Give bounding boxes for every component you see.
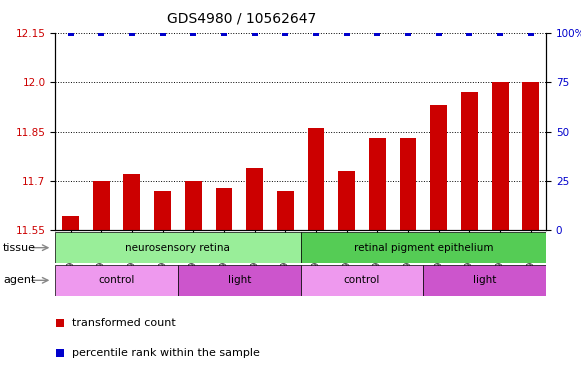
Text: light: light	[473, 275, 496, 285]
Bar	[154, 191, 171, 230]
Text: control: control	[344, 275, 380, 285]
Bar	[62, 215, 79, 230]
Bar	[93, 181, 110, 230]
Bar	[301, 265, 424, 296]
Text: retinal pigment epithelium: retinal pigment epithelium	[354, 243, 493, 253]
Text: tissue: tissue	[3, 243, 36, 253]
Text: neurosensory retina: neurosensory retina	[125, 243, 231, 253]
Text: GDS4980 / 10562647: GDS4980 / 10562647	[167, 12, 317, 25]
Bar	[55, 265, 178, 296]
Bar	[216, 187, 232, 230]
Bar	[185, 181, 202, 230]
Text: agent: agent	[3, 275, 35, 285]
Text: transformed count: transformed count	[73, 318, 176, 328]
Bar	[55, 232, 301, 263]
Text: control: control	[98, 275, 135, 285]
Bar	[246, 168, 263, 230]
Bar	[307, 128, 324, 230]
Bar	[301, 232, 546, 263]
Bar	[400, 138, 417, 230]
Text: light: light	[228, 275, 251, 285]
Bar	[178, 265, 301, 296]
Bar	[431, 105, 447, 230]
Bar	[124, 174, 141, 230]
Bar	[492, 82, 508, 230]
Bar	[277, 191, 294, 230]
Bar	[522, 82, 539, 230]
Bar	[424, 265, 546, 296]
Text: percentile rank within the sample: percentile rank within the sample	[73, 348, 260, 358]
Bar	[369, 138, 386, 230]
Bar	[461, 92, 478, 230]
Bar	[338, 171, 355, 230]
